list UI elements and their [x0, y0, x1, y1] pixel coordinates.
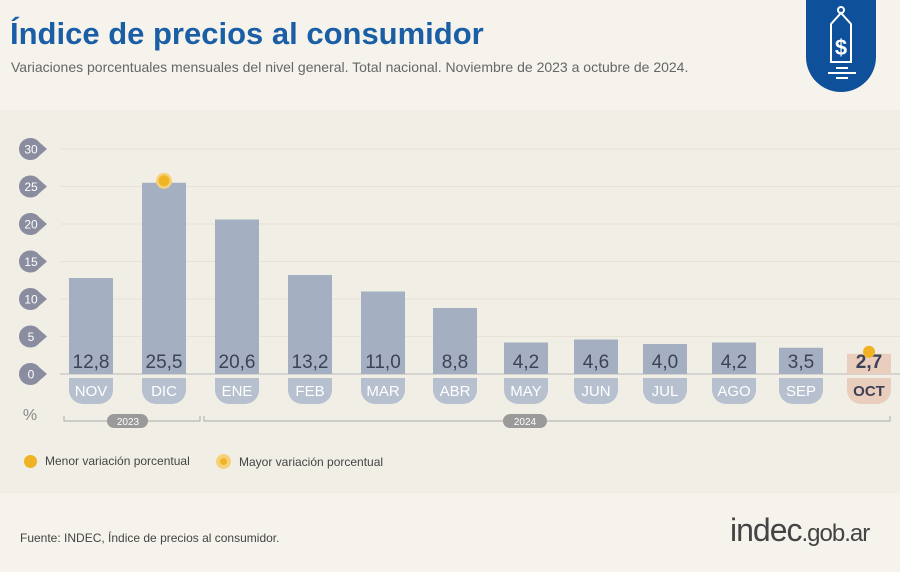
data-label: 2,7: [856, 352, 882, 373]
data-label: 4,0: [652, 352, 678, 373]
x-tick-label: JUN: [581, 383, 610, 400]
x-tick-label: JUL: [652, 383, 679, 400]
month-pill: [643, 378, 687, 404]
y-tick-bubble: [19, 287, 47, 311]
svg-text:$: $: [835, 35, 847, 60]
bar-abr: [433, 308, 477, 374]
month-pill: [847, 378, 891, 404]
bar-feb: [288, 275, 332, 374]
data-label: 12,8: [73, 352, 110, 373]
year-label: 2023: [117, 417, 140, 428]
data-label: 25,5: [146, 352, 183, 373]
month-pill: [574, 378, 618, 404]
month-pill: [779, 378, 823, 404]
legend-min-label: Menor variación porcentual: [45, 454, 190, 468]
bar-sep: [779, 347, 823, 374]
y-tick-bubble: [19, 212, 47, 236]
y-tick-label: 15: [24, 255, 38, 269]
min-marker: [863, 345, 875, 358]
bar-may: [504, 342, 548, 374]
bar-dic: [142, 182, 186, 374]
bar-mar: [361, 291, 405, 374]
data-label: 4,2: [721, 352, 747, 373]
legend-min: Menor variación porcentual: [24, 454, 190, 468]
legend-max: Mayor variación porcentual: [216, 454, 383, 469]
max-marker: [158, 175, 170, 187]
x-tick-label: ABR: [440, 383, 471, 400]
x-tick-label: ENE: [222, 383, 253, 400]
data-label: 13,2: [292, 352, 329, 373]
x-tick-label: OCT: [853, 383, 885, 400]
price-tag-logo: $: [806, 0, 876, 92]
bar-ene: [215, 219, 259, 374]
bar-nov: [69, 278, 113, 374]
month-pill: [142, 378, 186, 404]
y-tick-label: 10: [24, 293, 38, 307]
month-pill: [504, 378, 548, 404]
max-marker-icon: [216, 454, 231, 469]
min-marker-icon: [24, 454, 37, 468]
data-label: 3,5: [788, 352, 814, 373]
y-tick-label: 5: [28, 330, 35, 344]
data-label: 4,2: [513, 352, 539, 373]
y-tick-bubble: [19, 362, 47, 386]
month-pill: [712, 378, 756, 404]
month-pill: [69, 378, 113, 404]
x-tick-label: AGO: [717, 383, 750, 400]
brand-suffix: .gob.ar: [801, 520, 871, 547]
y-tick-label: 25: [24, 180, 38, 194]
x-tick-label: MAY: [510, 383, 541, 400]
bar-jul: [643, 344, 687, 374]
y-tick-bubble: [19, 137, 47, 161]
year-pill-2024: [503, 414, 547, 428]
y-tick-bubble: [19, 175, 47, 198]
x-tick-label: SEP: [786, 383, 816, 400]
bar-oct: [847, 353, 891, 374]
y-tick-bubble: [19, 325, 47, 348]
y-axis-unit: %: [23, 407, 37, 424]
data-label: 4,6: [583, 352, 609, 373]
data-label: 11,0: [365, 352, 401, 373]
brand-name: indec: [730, 512, 802, 548]
year-label: 2024: [514, 417, 537, 428]
bar-jun: [574, 339, 618, 374]
data-label: 20,6: [219, 352, 256, 373]
month-pill: [361, 378, 405, 404]
x-tick-label: NOV: [75, 383, 108, 400]
year-pill-2023: [107, 414, 148, 428]
x-tick-label: FEB: [295, 383, 324, 400]
y-tick-label: 20: [24, 218, 38, 232]
y-tick-label: 0: [28, 368, 35, 382]
month-pill: [288, 378, 332, 404]
x-tick-label: MAR: [366, 383, 400, 400]
page-title: Índice de precios al consumidor: [10, 16, 484, 51]
x-tick-label: DIC: [151, 383, 177, 400]
y-tick-bubble: [19, 250, 47, 273]
page-subtitle: Variaciones porcentuales mensuales del n…: [11, 59, 689, 75]
y-tick-label: 30: [24, 143, 38, 157]
month-pill: [433, 378, 477, 404]
indec-logo: indec.gob.ar: [730, 512, 871, 549]
data-label: 8,8: [442, 352, 468, 373]
price-tag-icon: $: [828, 6, 856, 79]
year-bracket-2024: [203, 416, 891, 422]
bar-ago: [712, 342, 756, 374]
source-note: Fuente: INDEC, Índice de precios al cons…: [20, 531, 280, 545]
legend-max-label: Mayor variación porcentual: [239, 454, 384, 469]
month-pill: [215, 378, 259, 404]
